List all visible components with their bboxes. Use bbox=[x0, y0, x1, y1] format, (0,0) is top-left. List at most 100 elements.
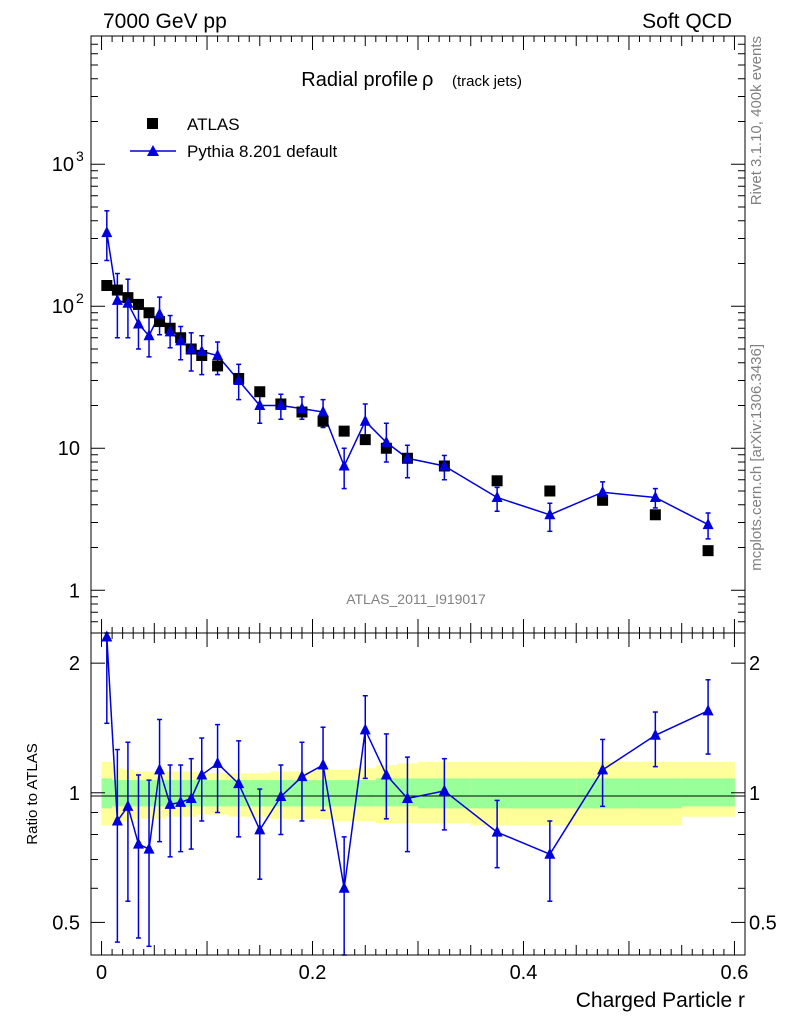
header-right: Soft QCD bbox=[642, 10, 732, 33]
side-label-mcplots: mcplots.cern.ch [arXiv:1306.3436] bbox=[748, 344, 765, 571]
mc-point bbox=[101, 226, 113, 238]
main-data-series bbox=[101, 210, 714, 557]
ratio-point bbox=[122, 799, 134, 811]
main-title-text: Radial profile bbox=[301, 69, 418, 91]
mc-point bbox=[380, 435, 392, 447]
atlas-point bbox=[544, 485, 556, 497]
ratio-y-tick-label-left: 0.5 bbox=[52, 912, 80, 934]
ratio-plot-frame bbox=[90, 632, 746, 956]
ratio-point bbox=[359, 723, 371, 735]
ratio-point bbox=[338, 881, 350, 893]
x-axis-label: Charged Particle r bbox=[576, 989, 745, 1012]
legend-pythia-label: Pythia 8.201 default bbox=[187, 142, 338, 161]
mc-point bbox=[132, 317, 144, 329]
mc-point bbox=[212, 348, 224, 360]
atlas-point bbox=[101, 279, 113, 291]
mc-point bbox=[164, 325, 176, 337]
ratio-point bbox=[101, 630, 113, 642]
atlas-point bbox=[380, 442, 392, 454]
ratio-point bbox=[185, 791, 197, 803]
ratio-inner-band-bin bbox=[101, 778, 113, 809]
ratio-point bbox=[544, 847, 556, 859]
ratio-inner-band-bin bbox=[333, 780, 356, 807]
mc-point bbox=[597, 485, 609, 497]
ratio-point bbox=[254, 823, 266, 835]
ratio-point bbox=[296, 770, 308, 782]
legend-pythia-marker bbox=[147, 145, 159, 156]
ratio-point bbox=[649, 728, 661, 740]
ratio-point bbox=[196, 768, 208, 780]
legend: ATLAS Pythia 8.201 default bbox=[130, 115, 338, 161]
ratio-point bbox=[143, 842, 155, 854]
ratio-y-tick-labels: 0.5 0.5 1 1 2 2 bbox=[52, 653, 777, 934]
mc-point bbox=[338, 459, 350, 471]
ratio-panel: 0.5 0.5 1 1 2 2 Ratio to ATLAS bbox=[24, 630, 777, 956]
atlas-point bbox=[317, 415, 329, 427]
mc-point bbox=[233, 373, 245, 385]
atlas-point bbox=[338, 425, 350, 437]
ratio-inner-band-bin bbox=[628, 778, 683, 809]
ratio-point bbox=[491, 825, 503, 837]
analysis-label: ATLAS_2011_I919017 bbox=[346, 591, 486, 607]
mc-point bbox=[296, 402, 308, 414]
mc-point bbox=[254, 399, 266, 411]
atlas-point bbox=[254, 386, 266, 398]
x-tick-label: 0.6 bbox=[721, 962, 749, 984]
main-title-suffix: (track jets) bbox=[452, 73, 522, 90]
mc-point bbox=[143, 329, 155, 341]
ratio-point bbox=[438, 784, 450, 796]
svg-text:ρ: ρ bbox=[422, 69, 433, 91]
mc-point bbox=[111, 293, 123, 305]
ratio-point bbox=[164, 797, 176, 809]
atlas-point bbox=[491, 475, 503, 487]
ratio-point bbox=[132, 837, 144, 849]
ratio-point bbox=[154, 763, 166, 775]
ratio-point bbox=[175, 795, 187, 807]
main-y-tick-label: 10 bbox=[58, 438, 80, 460]
main-y-tick-label: 1 bbox=[69, 580, 80, 602]
ratio-y-tick-label-left: 2 bbox=[69, 653, 80, 675]
legend-atlas-marker bbox=[147, 118, 158, 129]
svg-text:Radial profile: Radial profile bbox=[301, 69, 418, 91]
ratio-point bbox=[401, 791, 413, 803]
svg-text:(track jets): (track jets) bbox=[452, 73, 522, 90]
mc-point bbox=[196, 345, 208, 357]
atlas-point bbox=[154, 316, 166, 328]
ratio-point bbox=[275, 790, 287, 802]
main-y-tick-label: 10 bbox=[52, 296, 74, 318]
mc-point bbox=[702, 518, 714, 530]
ratio-y-tick-label-right: 2 bbox=[749, 653, 760, 675]
mc-point bbox=[544, 508, 556, 520]
atlas-point bbox=[649, 509, 661, 521]
atlas-point bbox=[212, 360, 224, 372]
atlas-point bbox=[702, 545, 714, 557]
ratio-line bbox=[106, 636, 709, 889]
header-left: 7000 GeV pp bbox=[103, 10, 227, 33]
x-tick-labels: 0 0.2 0.4 0.6 bbox=[96, 962, 748, 984]
ratio-inner-band-bin bbox=[354, 780, 377, 807]
ratio-inner-band-bin bbox=[523, 778, 577, 809]
ratio-point bbox=[317, 758, 329, 770]
mc-point bbox=[359, 414, 371, 426]
ratio-data-series bbox=[101, 630, 714, 956]
main-title-symbol: ρ bbox=[422, 69, 433, 91]
ratio-uncertainty-bands bbox=[101, 761, 735, 826]
side-label-rivet: Rivet 3.1.10, 400k events bbox=[748, 36, 765, 205]
mc-point bbox=[122, 296, 134, 308]
atlas-point bbox=[359, 434, 371, 446]
ratio-point bbox=[380, 768, 392, 780]
mc-point bbox=[275, 399, 287, 411]
main-axis-ticks bbox=[90, 35, 746, 634]
mc-point bbox=[317, 405, 329, 417]
ratio-inner-band-bin bbox=[681, 778, 735, 807]
mc-point bbox=[175, 334, 187, 346]
ratio-y-tick-label-right: 1 bbox=[749, 783, 760, 805]
legend-atlas-label: ATLAS bbox=[187, 115, 240, 134]
x-tick-label: 0 bbox=[96, 962, 107, 984]
ratio-point bbox=[702, 704, 714, 716]
main-y-tick-label: 10 bbox=[52, 154, 74, 176]
mc-point bbox=[185, 342, 197, 354]
